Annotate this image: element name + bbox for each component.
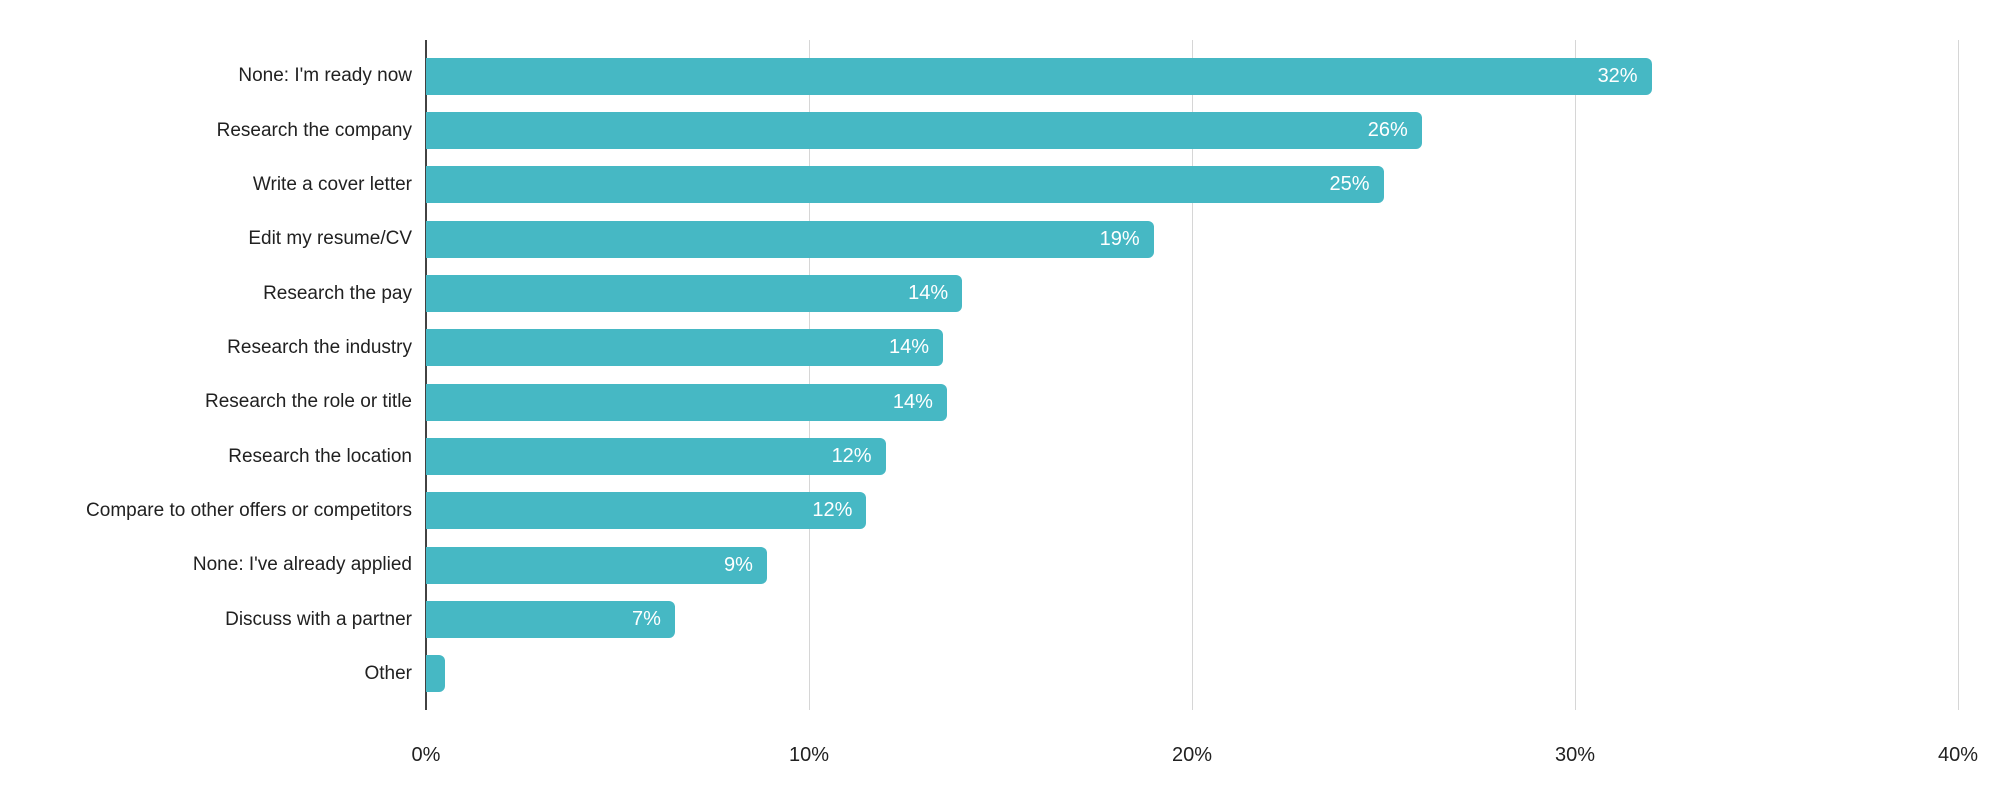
category-label: Write a cover letter [252,173,412,195]
gridline [809,40,810,710]
x-tick-label: 10% [788,744,830,766]
bar-value-label: 7% [632,607,661,630]
category-label: Edit my resume/CV [248,228,412,250]
bar: 25% [426,166,1384,204]
bar-value-label: 12% [831,444,872,467]
bar-row: 14% [426,266,1958,320]
bar: 14% [426,274,963,312]
bar: 14% [426,383,947,421]
bar-value-label: 19% [1099,227,1140,250]
gridline [1958,40,1959,710]
bar-value-label: 14% [908,281,949,304]
bar-row: 26% [426,103,1958,157]
category-label: Discuss with a partner [225,608,412,630]
x-tick-label: 40% [1937,744,1979,766]
category-label: Research the pay [263,282,412,304]
x-tick-label: 30% [1554,744,1596,766]
bar: 7% [426,600,675,638]
bar-value-label: 14% [889,336,930,359]
category-label: None: I've already applied [192,554,412,576]
bar: 9% [426,546,767,584]
bar-row: 32% [426,49,1958,103]
category-axis: None: I'm ready now Research the company W… [0,49,412,701]
bar-value-label: 9% [723,553,753,576]
bar-row: 19% [426,212,1958,266]
bar-row: 25% [426,158,1958,212]
bar: 19% [426,220,1154,258]
category-label: Other [364,662,412,684]
bar-value-label: 12% [812,499,853,522]
bar-value-label: 26% [1367,118,1408,141]
bar [426,655,446,693]
bar-value-label: 32% [1597,64,1638,87]
bar: 32% [426,57,1652,95]
bar-row: 14% [426,375,1958,429]
category-label: None: I'm ready now [238,65,412,87]
category-label: Compare to other offers or competitors [86,499,412,521]
bar-row: 9% [426,538,1958,592]
bar-row: 12% [426,484,1958,538]
bar: 12% [426,437,886,475]
category-label: Research the location [228,445,412,467]
bar-value-label: 25% [1329,173,1370,196]
plot-area: 32% 26% 25% 19% 14% 14% 14% 12% 12% 9% 7% [425,40,1959,710]
bar-row: 7% [426,592,1958,646]
category-label: Research the role or title [205,391,412,413]
bar: 14% [426,329,944,367]
bar-row: 14% [426,321,1958,375]
bar-row [426,647,1958,701]
category-label: Research the company [216,119,412,141]
bar: 12% [426,492,867,530]
gridline [1192,40,1193,710]
bar-rows: 32% 26% 25% 19% 14% 14% 14% 12% 12% 9% 7% [426,49,1958,701]
category-label: Research the industry [227,336,412,358]
x-tick-label: 20% [1171,744,1213,766]
zero-baseline [425,40,427,710]
gridline [1575,40,1576,710]
bar-row: 12% [426,429,1958,483]
bar-value-label: 14% [892,390,933,413]
x-tick-label: 0% [411,744,441,766]
bar: 26% [426,111,1422,149]
